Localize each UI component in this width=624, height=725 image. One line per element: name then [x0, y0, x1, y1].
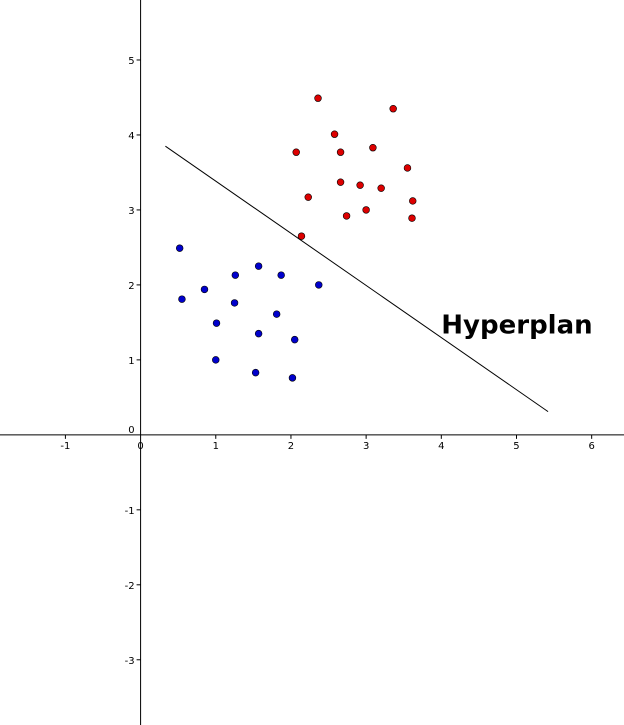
- red-point: [330, 130, 339, 138]
- blue-point: [254, 262, 263, 270]
- red-point: [377, 184, 385, 192]
- y-tick-label: -1: [125, 506, 135, 517]
- y-tick-label: 2: [128, 281, 134, 292]
- x-tick-label: 5: [513, 441, 519, 452]
- blue-point: [212, 356, 220, 364]
- red-point: [389, 105, 397, 113]
- red-point: [292, 148, 300, 156]
- y-tick-label: 0: [128, 425, 134, 436]
- x-tick-label: 6: [588, 441, 594, 452]
- x-tick-label: 3: [363, 441, 369, 452]
- red-point: [403, 164, 412, 172]
- blue-point: [272, 310, 281, 318]
- red-point: [336, 178, 345, 186]
- blue-point: [200, 285, 209, 294]
- red-point: [336, 148, 345, 156]
- x-tick-label: 4: [438, 441, 444, 452]
- x-tick-label: 0: [137, 441, 143, 452]
- hyperplan-label: Hyperplan: [441, 311, 592, 341]
- y-ticks: -3 -2 -1 0 1 2 3 4 5: [125, 56, 141, 667]
- y-tick-label: -3: [125, 656, 135, 667]
- blue-point: [231, 271, 240, 279]
- red-point: [304, 193, 312, 201]
- y-tick-label: 3: [128, 206, 134, 217]
- red-point: [342, 212, 351, 220]
- red-point: [408, 214, 416, 222]
- red-point: [314, 94, 322, 102]
- hyperplane-line: [165, 145, 549, 413]
- red-point: [362, 206, 370, 214]
- blue-point: [315, 281, 323, 289]
- blue-point: [230, 299, 239, 307]
- blue-point: [175, 244, 184, 252]
- red-point: [369, 143, 377, 152]
- red-point: [297, 232, 306, 240]
- red-point: [409, 197, 417, 205]
- blue-point: [212, 319, 221, 327]
- blue-point: [288, 374, 297, 382]
- red-point: [356, 181, 364, 189]
- blue-point: [251, 368, 260, 377]
- blue-point: [291, 335, 299, 344]
- x-ticks: -1 0 1 2 3 4 5 6: [60, 434, 595, 452]
- x-tick-label: 1: [213, 441, 219, 452]
- data-points: [175, 94, 417, 382]
- y-tick-label: 1: [128, 356, 134, 367]
- y-tick-label: 5: [128, 56, 134, 67]
- x-tick-label: 2: [288, 441, 294, 452]
- blue-point: [254, 329, 263, 338]
- y-tick-label: -2: [125, 581, 135, 592]
- y-tick-label: 4: [128, 131, 134, 142]
- blue-point: [178, 295, 186, 303]
- blue-point: [277, 271, 285, 279]
- x-tick-label: -1: [60, 441, 70, 452]
